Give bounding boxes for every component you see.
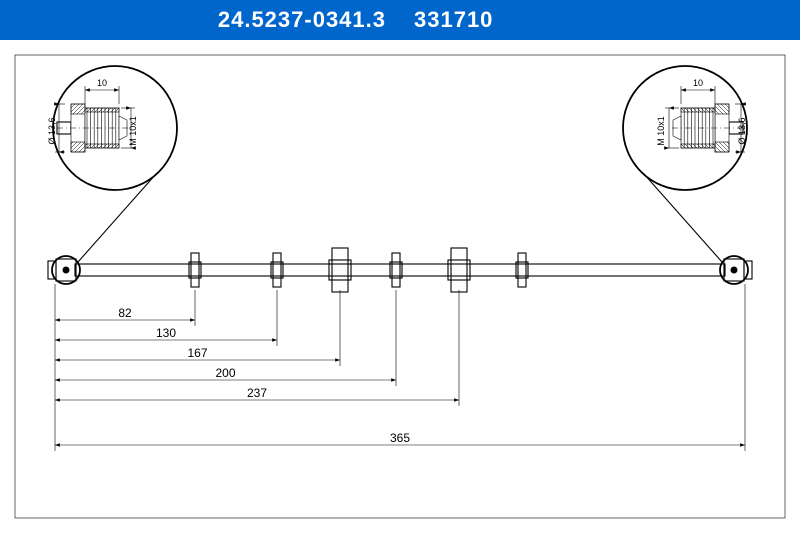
drawing-area: 82 130 167 200 237 365 10 Ø 13,6 M 10x1 10 Ø 13,…	[0, 40, 800, 533]
detail-right: 10 Ø 13,6 M 10x1	[623, 66, 747, 190]
detail-left: 10 Ø 13,6 M 10x1	[47, 66, 177, 190]
svg-text:Ø 13,6: Ø 13,6	[47, 117, 57, 144]
svg-text:237: 237	[247, 386, 267, 400]
leader-right	[644, 174, 722, 262]
hose-assembly	[48, 248, 752, 292]
short-code: 331710	[400, 0, 800, 40]
svg-text:200: 200	[215, 366, 235, 380]
part-number: 24.5237-0341.3	[0, 0, 400, 40]
svg-text:Ø 13,6: Ø 13,6	[737, 117, 747, 144]
header-bar: 24.5237-0341.3 331710	[0, 0, 800, 40]
svg-text:10: 10	[693, 78, 703, 88]
svg-text:365: 365	[390, 431, 410, 445]
svg-text:82: 82	[118, 306, 132, 320]
dimensions: 82 130 167 200 237 365	[55, 284, 745, 451]
svg-text:167: 167	[187, 346, 207, 360]
svg-text:M 10x1: M 10x1	[656, 116, 666, 146]
svg-text:M 10x1: M 10x1	[128, 116, 138, 146]
svg-text:130: 130	[156, 326, 176, 340]
leader-left	[78, 174, 156, 262]
svg-text:10: 10	[97, 78, 107, 88]
